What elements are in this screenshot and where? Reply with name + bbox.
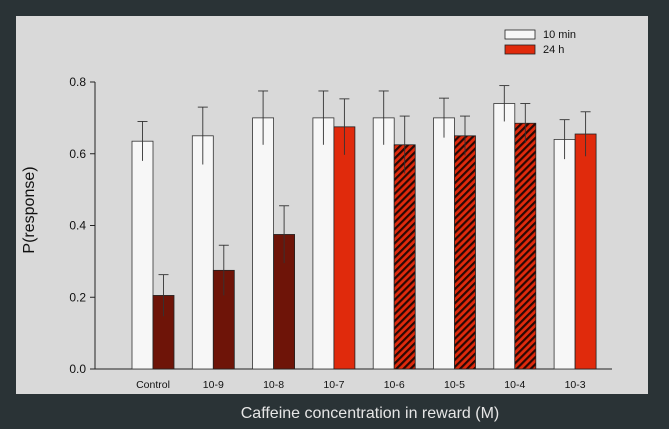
y-tick-label: 0.2: [69, 290, 86, 304]
x-axis-ticks: Control 10-9 10-8 10-7 10-6 10-5 10-4 10-3: [136, 379, 586, 391]
bar-10min: [131, 140, 154, 370]
y-axis-label: P(response): [21, 166, 38, 253]
legend-swatch-24h: [504, 44, 536, 55]
y-tick-label: 0.6: [69, 147, 86, 161]
bar-10min: [252, 117, 275, 370]
legend-label-10min: 10 min: [543, 29, 576, 41]
x-tick-label: 10-4: [504, 379, 525, 391]
legend-swatch-10min: [504, 29, 536, 40]
x-tick-label: 10-7: [323, 379, 344, 391]
x-tick-label: 10-8: [263, 379, 284, 391]
x-axis-label: Caffeine concentration in reward (M): [241, 405, 500, 422]
bar-24h: [514, 122, 537, 370]
bar-10min: [553, 138, 576, 370]
y-tick-label: 0.8: [69, 75, 86, 89]
bar-10min: [191, 135, 214, 370]
bar-24h: [393, 144, 416, 370]
x-tick-label: 10-6: [384, 379, 405, 391]
bar-10min: [433, 117, 455, 370]
bar-24h: [333, 126, 356, 370]
y-tick-label: 0.4: [69, 219, 86, 233]
legend-label-24h: 24 h: [543, 44, 564, 56]
bar-24h: [574, 133, 597, 370]
bar-groups: [131, 85, 597, 370]
x-tick-label: Control: [136, 379, 170, 391]
legend: 10 min 24 h: [504, 29, 576, 56]
bar-10min: [372, 117, 395, 370]
bar-10min: [312, 117, 335, 370]
bar-10min: [493, 103, 516, 370]
x-tick-label: 10-5: [444, 379, 465, 391]
y-axis-ticks: 0.0 0.2 0.4 0.6 0.8: [69, 75, 95, 376]
x-tick-label: 10-3: [565, 379, 586, 391]
y-tick-label: 0.0: [69, 362, 86, 376]
x-tick-label: 10-9: [203, 379, 224, 391]
bar-24h: [454, 135, 476, 370]
